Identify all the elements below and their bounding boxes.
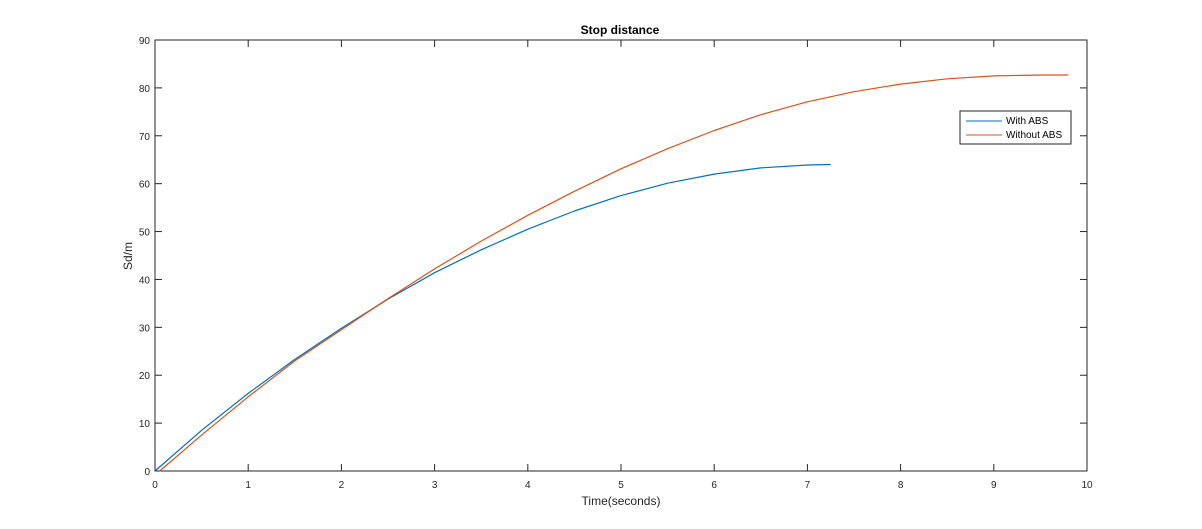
y-tick-label: 0	[144, 467, 150, 478]
y-tick-label: 70	[139, 132, 151, 143]
legend: With ABS Without ABS	[959, 110, 1072, 145]
legend-label-without-abs: Without ABS	[1006, 130, 1062, 141]
x-tick-label: 4	[525, 480, 531, 491]
y-tick-label: 10	[139, 419, 151, 430]
x-tick-label: 10	[1081, 480, 1093, 491]
x-axis-ticks: 0 1 2 3 4 5 6 7 8 9 10	[152, 40, 1093, 491]
series-line-with-abs	[154, 163, 831, 472]
plot-area	[154, 39, 1088, 472]
legend-label-with-abs: With ABS	[1006, 116, 1049, 127]
legend-box	[959, 110, 1072, 145]
y-axis-label: Sd/m	[121, 242, 135, 270]
y-tick-label: 30	[139, 323, 151, 334]
x-tick-label: 8	[898, 480, 904, 491]
series-layer	[154, 74, 1069, 472]
y-tick-label: 50	[139, 228, 151, 239]
x-tick-label: 6	[711, 480, 717, 491]
x-tick-label: 0	[152, 480, 158, 491]
y-tick-label: 80	[139, 84, 151, 95]
y-tick-label: 40	[139, 275, 151, 286]
x-tick-label: 5	[618, 480, 624, 491]
x-tick-label: 3	[432, 480, 438, 491]
chart-title: Stop distance	[581, 23, 660, 37]
y-tick-label: 20	[139, 371, 151, 382]
x-tick-label: 7	[805, 480, 811, 491]
x-tick-label: 1	[245, 480, 251, 491]
x-axis-label: Time(seconds)	[582, 494, 661, 508]
y-tick-label: 60	[139, 180, 151, 191]
y-axis-ticks: 0 10 20 30 40 50 60 70 80 90	[139, 36, 1087, 478]
series-line-without-abs	[159, 74, 1069, 472]
y-tick-label: 90	[139, 36, 151, 47]
x-tick-label: 9	[991, 480, 997, 491]
x-tick-label: 2	[339, 480, 345, 491]
